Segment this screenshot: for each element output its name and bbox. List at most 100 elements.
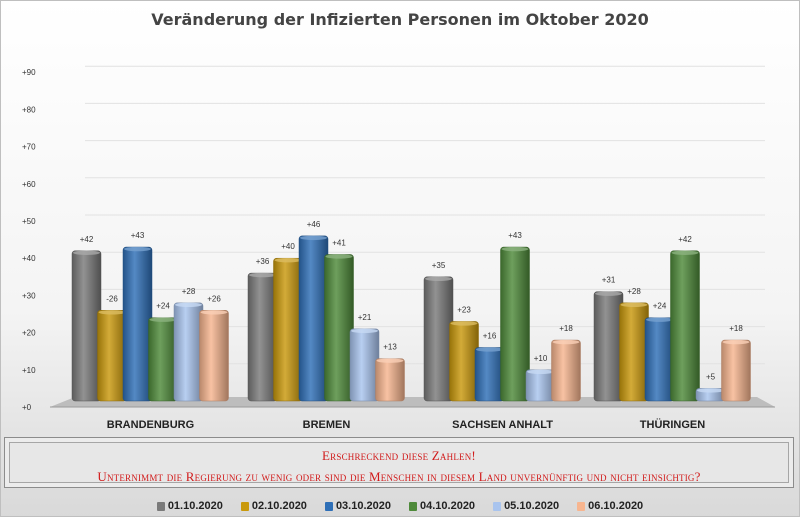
data-label: +46 [307, 220, 321, 229]
category-label: BREMEN [303, 419, 351, 431]
data-label: +18 [729, 324, 743, 333]
bar [97, 310, 127, 402]
bar-top [671, 250, 699, 255]
bar [324, 254, 354, 402]
data-label: +16 [483, 331, 497, 340]
bar [298, 235, 329, 402]
bar [273, 257, 303, 402]
bar-top [595, 291, 622, 296]
data-label: +18 [559, 324, 573, 333]
legend-item: 02.10.2020 [240, 497, 307, 515]
y-tick-label: +50 [22, 217, 36, 226]
chart-plot: +0 +10 +20 +30 +40 +50 +60 +70 +80 +90 +42 -26 +43 +… [22, 65, 775, 431]
legend-swatch [156, 501, 165, 511]
legend-label: 06.10.2020 [588, 500, 644, 512]
data-label: +43 [508, 231, 522, 240]
bar [593, 291, 624, 402]
legend-swatch [493, 501, 502, 511]
legend-item: 03.10.2020 [324, 497, 391, 515]
bar [375, 358, 405, 402]
legend-swatch [409, 501, 417, 511]
bar [349, 328, 380, 402]
bar [71, 250, 102, 402]
data-label: +42 [678, 235, 692, 244]
bar-top [124, 246, 151, 252]
bar [721, 339, 751, 402]
legend-label: 02.10.2020 [251, 500, 307, 512]
y-tick-label: +30 [22, 291, 36, 300]
legend-label: 01.10.2020 [167, 500, 223, 512]
bar-top [450, 321, 478, 326]
category-label: BRANDENBURG [107, 419, 194, 431]
bar [474, 347, 505, 402]
legend-label: 05.10.2020 [504, 500, 560, 512]
bar [644, 317, 675, 402]
bar [525, 369, 556, 402]
data-label: +13 [383, 343, 397, 352]
legend-item: 06.10.2020 [577, 497, 643, 515]
category-label: SACHSEN ANHALT [452, 419, 553, 431]
legend-label: 04.10.2020 [420, 500, 476, 512]
bar-top [697, 388, 724, 393]
message-inner-frame: Erschreckend diese Zahlen! Unternimmt di… [9, 442, 789, 484]
chart-floor [50, 397, 775, 407]
y-tick-label: +0 [22, 403, 32, 412]
data-label: +24 [653, 302, 667, 311]
bar-top [527, 369, 554, 374]
legend-item: 04.10.2020 [409, 497, 475, 515]
bar-top [325, 254, 353, 259]
data-label: +10 [534, 354, 548, 363]
message-headline: Erschreckend diese Zahlen! [322, 448, 476, 463]
bar [199, 310, 229, 402]
data-label: +40 [281, 242, 295, 251]
bar-top [552, 339, 580, 345]
bar [173, 302, 204, 402]
bar [449, 321, 479, 402]
data-label: +28 [627, 287, 641, 296]
legend-item: 01.10.2020 [156, 497, 223, 515]
chart-legend: 01.10.2020 02.10.2020 03.10.2020 04.10.2020… [0, 497, 800, 515]
legend-label: 03.10.2020 [335, 500, 391, 512]
bar-top [425, 276, 452, 281]
data-label: +21 [358, 313, 372, 322]
data-label: +26 [207, 294, 221, 303]
legend-swatch [577, 501, 586, 511]
data-label: +23 [457, 305, 471, 314]
message-box: Erschreckend diese Zahlen! Unternimmt di… [4, 437, 794, 488]
bar-top [351, 328, 378, 334]
data-label: +24 [156, 302, 170, 311]
bar-top [476, 347, 503, 352]
legend-swatch [324, 501, 333, 511]
data-label: +5 [706, 372, 716, 381]
bar-top [300, 235, 327, 241]
y-tick-label: +60 [22, 180, 36, 189]
bar-top [175, 302, 202, 308]
bar [670, 250, 700, 402]
bar [247, 272, 278, 402]
data-label: +41 [332, 238, 346, 247]
category-label: THÜRINGEN [640, 418, 705, 431]
data-label: +43 [131, 231, 145, 240]
y-tick-label: +20 [22, 329, 36, 338]
legend-item: 05.10.2020 [493, 497, 559, 515]
y-tick-label: +70 [22, 143, 36, 152]
data-label: -26 [106, 294, 118, 303]
bar [122, 246, 153, 402]
bar-top [200, 310, 228, 315]
bar-top [646, 317, 673, 322]
bar [619, 302, 649, 402]
bar-top [501, 246, 529, 252]
y-tick-label: +90 [22, 68, 36, 77]
data-label: +42 [80, 235, 94, 244]
legend-swatch [240, 501, 249, 511]
bar-top [98, 310, 126, 315]
data-label: +31 [602, 276, 616, 285]
bar-top [376, 358, 404, 363]
bar [148, 317, 178, 402]
y-tick-label: +10 [22, 366, 36, 375]
bar [551, 339, 581, 402]
bar [500, 246, 530, 402]
data-label: +28 [182, 287, 196, 296]
bar-top [149, 317, 177, 322]
bar [423, 276, 454, 402]
